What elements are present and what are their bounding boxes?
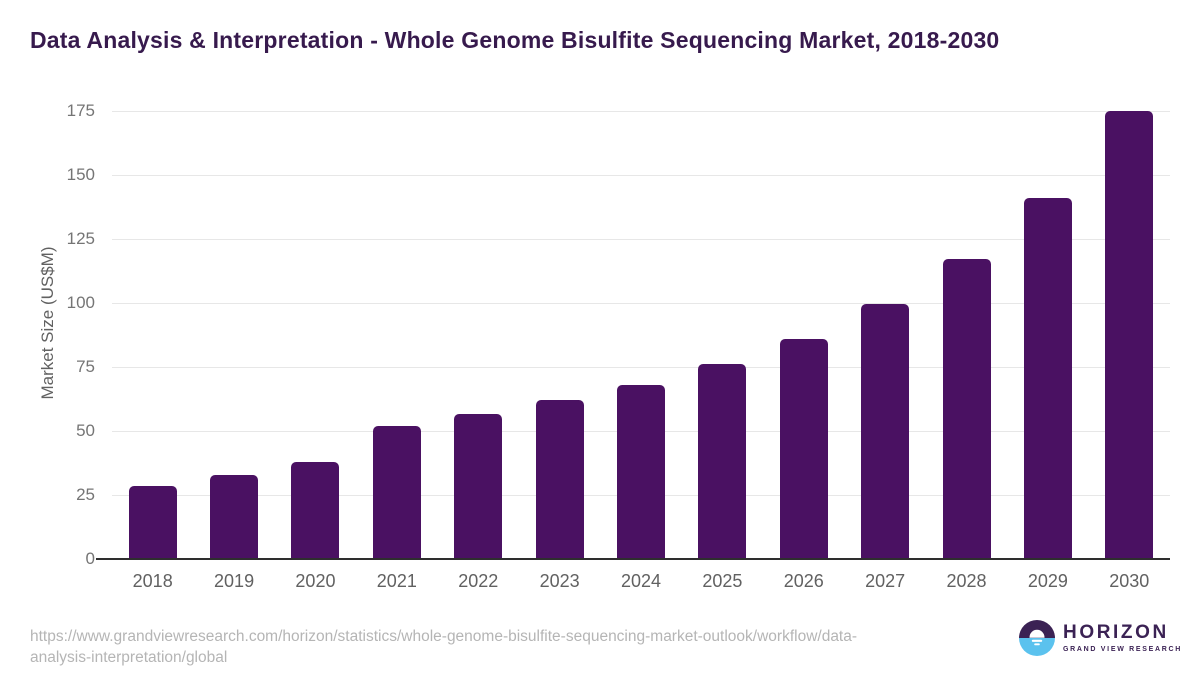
x-tick-label-2021: 2021 [376,571,417,591]
x-tick-label-2029: 2029 [1027,571,1068,591]
y-tick-label-100: 100 [66,293,95,312]
x-tick-label-2027: 2027 [865,571,906,591]
bar-2027[interactable] [861,304,910,559]
x-tick-label-2026: 2026 [783,571,824,591]
y-tick-label-50: 50 [76,421,95,440]
bar-2018[interactable] [128,486,177,559]
gridline-175 [112,111,1170,112]
x-axis-line [96,558,1170,560]
bar-2026[interactable] [779,338,828,559]
gridline-100 [112,303,1170,304]
bar-2022[interactable] [454,414,503,559]
x-tick-label-2025: 2025 [702,571,743,591]
bar-2023[interactable] [535,400,584,559]
gridline-125 [112,239,1170,240]
y-tick-label-25: 25 [76,485,95,504]
bar-2028[interactable] [942,259,991,559]
bar-2025[interactable] [698,364,747,559]
horizon-sunrise-icon [1019,620,1055,656]
y-tick-label-125: 125 [66,229,95,248]
bar-2021[interactable] [372,425,421,559]
x-tick-label-2023: 2023 [539,571,580,591]
x-tick-label-2018: 2018 [132,571,173,591]
page-title: Data Analysis & Interpretation - Whole G… [30,27,1000,53]
gridline-150 [112,175,1170,176]
y-tick-label-175: 175 [66,101,95,120]
x-tick-label-2022: 2022 [458,571,499,591]
gridline-75 [112,367,1170,368]
bar-2029[interactable] [1023,198,1072,559]
y-tick-label-75: 75 [76,357,95,376]
x-tick-label-2024: 2024 [620,571,661,591]
bar-2024[interactable] [617,384,665,559]
plot-area: 0 25 50 75 100 125 150 175 2018 2019 2020 2021 2022 2… [67,101,1170,591]
horizon-logo[interactable]: HORIZON GRAND VIEW RESEARCH [1019,620,1182,656]
x-tick-label-2019: 2019 [214,571,255,591]
source-url: https://www.grandviewresearch.com/horizo… [30,628,858,666]
logo-brand-text: HORIZON [1063,622,1169,643]
x-tick-label-2030: 2030 [1109,571,1150,591]
y-tick-label-150: 150 [66,165,95,184]
y-tick-label-0: 0 [85,549,95,568]
bar-2019[interactable] [210,474,259,559]
logo-subbrand-text: GRAND VIEW RESEARCH [1063,646,1183,653]
bar-2030[interactable] [1105,111,1154,559]
x-tick-label-2020: 2020 [295,571,336,591]
x-tick-label-2028: 2028 [946,571,987,591]
bar-2020[interactable] [291,461,340,559]
